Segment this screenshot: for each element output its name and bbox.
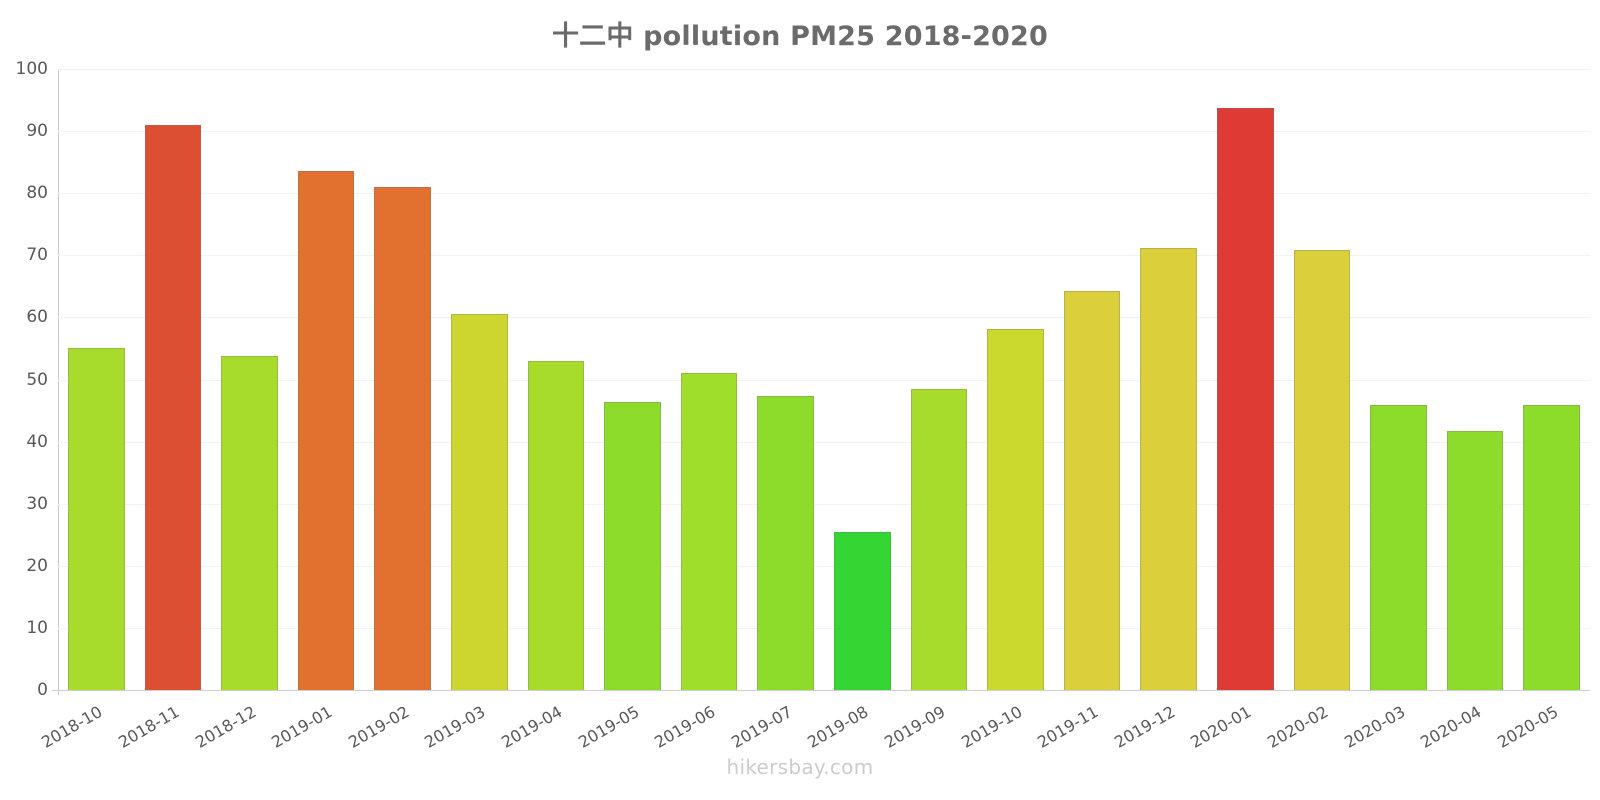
bar-2020-05[interactable]	[1523, 404, 1581, 690]
y-axis-line	[58, 69, 59, 695]
y-tick-label-80: 80	[26, 183, 48, 204]
x-tick-label-2019-06: 2019-06	[651, 702, 719, 752]
bar-2018-10[interactable]	[67, 348, 125, 690]
x-tick-label-2019-02: 2019-02	[344, 702, 413, 752]
x-tick-label-2019-01: 2019-01	[268, 702, 336, 752]
bar-2020-02[interactable]	[1293, 250, 1351, 690]
y-tick-label-30: 30	[26, 493, 48, 514]
bar-2019-07[interactable]	[757, 396, 815, 690]
x-tick-label-2019-10: 2019-10	[957, 702, 1025, 752]
x-tick-label-2020-05: 2020-05	[1493, 702, 1562, 752]
x-tick-label-2020-02: 2020-02	[1263, 702, 1332, 752]
y-tick-label-100: 100	[15, 59, 48, 79]
bar-2019-01[interactable]	[297, 171, 355, 690]
chart-title: 十二中 pollution PM25 2018-2020	[551, 21, 1049, 52]
gridline-50	[58, 379, 1590, 381]
y-tick-label-50: 50	[26, 369, 48, 390]
x-tick-label-2018-11: 2018-11	[114, 702, 183, 752]
bar-2020-01[interactable]	[1216, 107, 1274, 690]
y-tick-label-0: 0	[37, 680, 48, 700]
y-tick-label-20: 20	[26, 555, 48, 576]
x-tick-label-2019-04: 2019-04	[497, 702, 566, 752]
bar-2018-12[interactable]	[221, 355, 278, 690]
x-tick-label-2020-03: 2020-03	[1340, 702, 1408, 752]
gridline-30	[58, 503, 1590, 505]
bar-2018-11[interactable]	[144, 124, 202, 690]
x-tick-label-2019-08: 2019-08	[804, 702, 872, 752]
gridline-0	[58, 690, 1590, 691]
bar-2019-09[interactable]	[910, 389, 968, 690]
gridline-70	[58, 255, 1590, 257]
bars-group	[58, 69, 1590, 690]
y-tick-label-90: 90	[26, 121, 48, 142]
gridline-100	[58, 69, 1590, 70]
x-tick-label-2019-03: 2019-03	[421, 702, 489, 752]
x-tick-label-2018-10: 2018-10	[38, 702, 106, 752]
bar-2019-11[interactable]	[1063, 291, 1121, 690]
bar-2019-04[interactable]	[527, 360, 585, 690]
x-tick-label-2019-12: 2019-12	[1110, 702, 1179, 752]
y-tick-label-70: 70	[26, 245, 48, 266]
gridline-60	[58, 317, 1590, 319]
bar-2019-05[interactable]	[604, 402, 661, 690]
gridline-80	[58, 193, 1590, 195]
gridline-40	[58, 441, 1590, 443]
x-tick-label-2019-09: 2019-09	[880, 702, 949, 752]
gridline-90	[58, 131, 1590, 133]
y-tick-label-10: 10	[26, 617, 48, 638]
x-tick-label-2018-12: 2018-12	[191, 702, 259, 752]
bar-2019-08[interactable]	[833, 532, 891, 690]
gridline-10	[58, 627, 1590, 629]
bar-2019-06[interactable]	[680, 372, 738, 690]
x-tick-label-2020-01: 2020-01	[1187, 702, 1255, 752]
footer-credit: hikersbay.com	[726, 755, 874, 779]
bar-2019-12[interactable]	[1140, 248, 1198, 690]
bar-2019-10[interactable]	[987, 329, 1044, 690]
y-tick-label-60: 60	[26, 307, 48, 328]
x-tick-label-2019-05: 2019-05	[574, 702, 642, 752]
x-tick-label-2020-04: 2020-04	[1417, 702, 1485, 752]
bar-2020-04[interactable]	[1446, 431, 1504, 690]
bar-2019-02[interactable]	[374, 187, 432, 690]
bar-2020-03[interactable]	[1370, 404, 1427, 690]
plot-area	[58, 69, 1590, 691]
x-tick-label-2019-07: 2019-07	[727, 702, 796, 752]
x-tick-label-2019-11: 2019-11	[1034, 702, 1102, 752]
bar-2019-03[interactable]	[450, 314, 508, 690]
gridline-20	[58, 565, 1590, 567]
y-tick-label-40: 40	[26, 431, 48, 452]
